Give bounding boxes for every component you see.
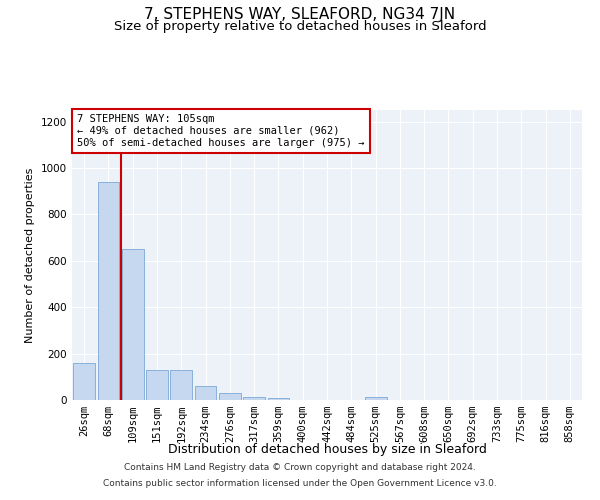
Bar <box>122 249 143 400</box>
Text: Contains HM Land Registry data © Crown copyright and database right 2024.: Contains HM Land Registry data © Crown c… <box>124 464 476 472</box>
Text: 7, STEPHENS WAY, SLEAFORD, NG34 7JN: 7, STEPHENS WAY, SLEAFORD, NG34 7JN <box>145 8 455 22</box>
Bar <box>365 396 386 400</box>
Bar <box>170 370 192 400</box>
Bar <box>73 363 95 400</box>
Bar <box>243 396 265 400</box>
Text: Size of property relative to detached houses in Sleaford: Size of property relative to detached ho… <box>113 20 487 33</box>
Text: Distribution of detached houses by size in Sleaford: Distribution of detached houses by size … <box>167 442 487 456</box>
Bar <box>219 393 241 400</box>
Y-axis label: Number of detached properties: Number of detached properties <box>25 168 35 342</box>
Text: 7 STEPHENS WAY: 105sqm
← 49% of detached houses are smaller (962)
50% of semi-de: 7 STEPHENS WAY: 105sqm ← 49% of detached… <box>77 114 365 148</box>
Text: Contains public sector information licensed under the Open Government Licence v3: Contains public sector information licen… <box>103 478 497 488</box>
Bar <box>146 370 168 400</box>
Bar <box>194 386 217 400</box>
Bar <box>268 398 289 400</box>
Bar <box>97 182 119 400</box>
